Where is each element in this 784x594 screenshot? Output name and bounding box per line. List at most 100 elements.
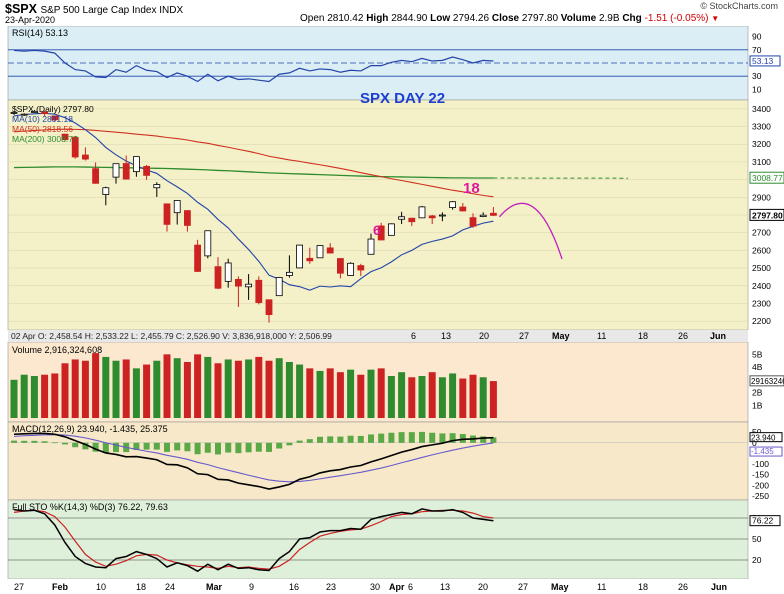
price-legend-main: $SPX (Daily) 2797.80: [12, 104, 94, 114]
volume-bar: [367, 369, 375, 418]
macd-histogram-bar: [368, 434, 374, 443]
volume-bar: [326, 368, 334, 418]
candle-up: [296, 244, 304, 269]
candle-up: [204, 230, 212, 257]
price-date-label: Jun: [710, 331, 726, 341]
candle-up: [347, 262, 355, 276]
close-label: Close: [491, 13, 520, 24]
x-axis-label: Mar: [206, 582, 223, 592]
price-tick-label: 2400: [752, 281, 771, 291]
x-axis-label: 11: [597, 582, 606, 592]
rsi-tick-label: 90: [752, 32, 762, 42]
candle-up: [112, 163, 120, 178]
volume-bar: [112, 360, 120, 418]
volume-bar: [469, 374, 477, 418]
ma200-badge-value: 3008.77: [752, 173, 783, 183]
volume-bar: [10, 379, 18, 418]
volume-bar: [132, 368, 140, 418]
x-axis-label: 18: [136, 582, 146, 592]
volume-bar: [357, 374, 365, 418]
x-axis-label: Apr: [389, 582, 405, 592]
volume-bar: [71, 359, 79, 418]
x-axis-label: 10: [96, 582, 106, 592]
candle-up: [30, 110, 38, 113]
macd-histogram-bar: [113, 442, 119, 453]
volume-bar: [41, 374, 49, 418]
low-label: Low: [430, 13, 451, 24]
volume-bar: [234, 360, 242, 418]
candle-down: [194, 244, 202, 272]
crosshair-bar: [8, 330, 748, 342]
macd-histogram-bar: [21, 440, 28, 443]
ma200-badge: [749, 171, 784, 184]
volume-tick-label: 5B: [752, 349, 763, 359]
candle-up: [479, 214, 487, 217]
candle-down: [469, 217, 477, 227]
volume-bar: [102, 356, 110, 418]
sto-badge-value: 76.22: [752, 516, 774, 526]
symbol-description: S&P 500 Large Cap Index INDX: [40, 5, 184, 16]
volume-bar: [265, 360, 273, 418]
macd-tick-label: -200: [752, 480, 769, 490]
rsi-tick-label: 10: [752, 84, 762, 94]
ma50-line: [13, 128, 494, 198]
price-tick-label: 2900: [752, 192, 771, 202]
macd-histogram-bar: [327, 436, 334, 443]
ma200-legend: MA(200) 3008.77: [12, 134, 78, 144]
price-date-label: 18: [638, 331, 648, 341]
macd-histogram-bar: [153, 442, 160, 450]
candle-down: [336, 258, 344, 274]
candle-up: [224, 262, 232, 282]
macd-label: MACD(12,26,9) 23.940, -1.435, 25.375: [12, 424, 168, 434]
volume-bar: [336, 372, 344, 418]
candle-down: [489, 212, 497, 216]
candle-down: [163, 203, 171, 225]
volume-bar: [183, 362, 191, 418]
volume-tick-label: 4B: [752, 362, 763, 372]
macd-histogram-bar: [255, 442, 262, 452]
sto-tick-label: 50: [752, 534, 762, 544]
x-axis-label: 30: [370, 582, 380, 592]
price-date-label: 20: [479, 331, 489, 341]
volume-bar: [20, 374, 28, 418]
macd-histogram-bar: [296, 440, 303, 443]
x-axis-strip: [8, 579, 748, 594]
macd-histogram-bar: [459, 434, 466, 443]
volume-bar: [224, 359, 232, 418]
macd-histogram-bar: [92, 442, 99, 452]
macd-histogram-bar: [41, 441, 48, 443]
volume-badge: [749, 375, 784, 387]
macd-badge: [749, 432, 783, 443]
chart-date: 23-Apr-2020: [5, 15, 56, 25]
volume-bar: [194, 354, 202, 418]
volume-bar: [316, 370, 324, 418]
macd-histogram-bar: [449, 433, 456, 443]
candle-up: [449, 201, 457, 208]
x-axis-label: 27: [518, 582, 528, 592]
candle-down: [459, 206, 467, 212]
macd-histogram-bar: [337, 436, 344, 443]
macd-histogram-bar: [11, 440, 17, 443]
volume-bar: [418, 376, 426, 418]
macd-tick-label: -250: [752, 491, 769, 501]
price-date-label: May: [552, 331, 570, 341]
x-axis-label: 20: [478, 582, 488, 592]
chart-canvas[interactable]: 02 Apr O: 2,458.54 H: 2,533.22 L: 2,455.…: [0, 26, 784, 594]
x-axis-label: 27: [14, 582, 24, 592]
price-tick-label: 3100: [752, 157, 771, 167]
macd-histogram-bar: [51, 442, 58, 444]
macd-signal-line: [13, 434, 494, 483]
candle-down: [41, 111, 48, 115]
macd-histogram-bar: [347, 435, 354, 443]
price-date-label: 27: [519, 331, 529, 341]
ohlc-readout: Open 2810.42 High 2844.90 Low 2794.26 Cl…: [300, 13, 719, 24]
sto-tick-label: 20: [752, 555, 762, 565]
candle-up: [438, 214, 446, 217]
macd-histogram-bar: [408, 432, 415, 443]
volume-bar: [377, 368, 385, 418]
rsi-badge-value: 53.13: [752, 56, 774, 66]
price-tick-label: 2300: [752, 298, 771, 308]
volume-bar: [347, 369, 355, 418]
price-tick-label: 3300: [752, 122, 771, 132]
panel-macd: [7, 421, 749, 501]
